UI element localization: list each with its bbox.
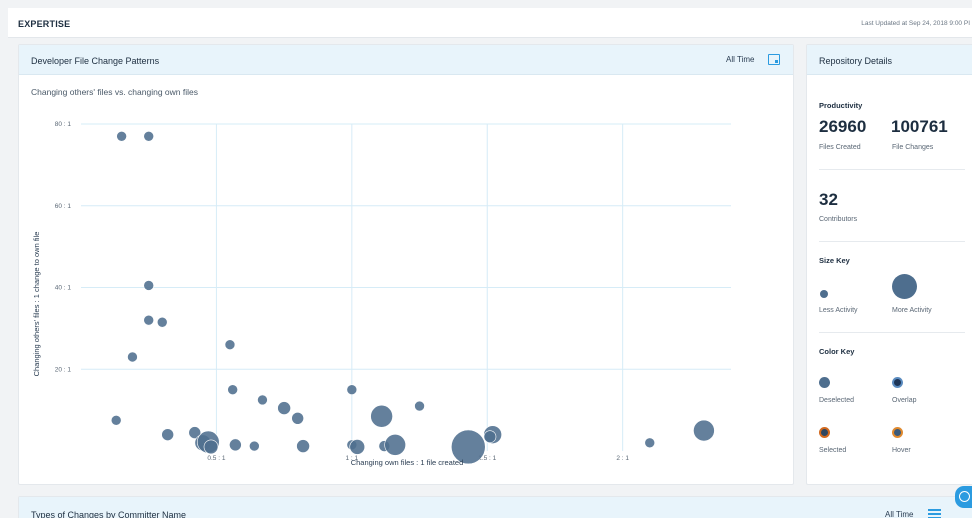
files-created-label: Files Created: [819, 144, 861, 151]
developer-bubble[interactable]: [110, 415, 122, 426]
more-activity-label: More Activity: [892, 307, 932, 314]
chart-time-range[interactable]: All Time: [726, 55, 755, 64]
developer-bubble[interactable]: [414, 400, 425, 412]
size-key-heading: Size Key: [819, 256, 850, 265]
hover-dot: [892, 427, 903, 438]
developer-bubble[interactable]: [224, 339, 236, 351]
file-changes-value: 100761: [891, 117, 948, 136]
scatter-chart: 20 : 1 40 : 1 60 : 1 80 : 1 0.5 : 1 1 : 1 1.5 …: [32, 121, 731, 467]
developer-bubble[interactable]: [143, 280, 155, 291]
developer-bubble[interactable]: [370, 404, 393, 428]
details-card-header: Repository Details: [807, 45, 972, 75]
less-activity-label: Less Activity: [819, 307, 858, 314]
developer-bubble[interactable]: [483, 430, 497, 443]
deselected-dot: [819, 377, 830, 388]
developer-bubble[interactable]: [349, 439, 366, 455]
repository-details-card: Repository Details Productivity 26960 10…: [806, 44, 972, 485]
developer-bubble[interactable]: [693, 419, 715, 442]
developer-bubble[interactable]: [296, 439, 310, 453]
bottom-card-header: Types of Changes by Committer Name All T…: [19, 497, 972, 518]
overlap-label: Overlap: [892, 397, 917, 404]
details-card-title: Repository Details: [819, 56, 893, 66]
developer-bubble[interactable]: [127, 351, 138, 363]
page-title: EXPERTISE: [18, 19, 71, 29]
developer-bubble[interactable]: [116, 130, 127, 142]
y-tick-label: 60 : 1: [55, 203, 72, 210]
hover-label: Hover: [892, 447, 911, 454]
deselected-label: Deselected: [819, 397, 855, 404]
x-tick-label: 0.5 : 1: [207, 455, 225, 462]
changes-by-committer-card: Types of Changes by Committer Name All T…: [18, 496, 972, 518]
divider: [819, 169, 965, 170]
contributors-label: Contributors: [819, 216, 858, 223]
chart-card-header: Developer File Change Patterns All Time: [19, 45, 793, 75]
divider: [819, 241, 965, 242]
chart-subtitle: Changing others' files vs. changing own …: [31, 87, 198, 97]
calendar-icon[interactable]: [768, 54, 780, 65]
y-tick-label: 20 : 1: [55, 366, 72, 373]
developer-bubble[interactable]: [257, 394, 268, 406]
chart-card-title: Developer File Change Patterns: [31, 56, 160, 66]
y-axis-label: Changing others' files : 1 change to own…: [32, 232, 41, 377]
help-chat-icon[interactable]: [955, 486, 972, 508]
developer-bubble[interactable]: [227, 384, 238, 395]
developer-bubble[interactable]: [277, 401, 291, 415]
x-tick-label: 1 : 1: [346, 455, 359, 462]
filter-icon[interactable]: [928, 509, 941, 518]
selected-label: Selected: [819, 447, 847, 454]
productivity-heading: Productivity: [819, 101, 863, 110]
y-tick-label: 40 : 1: [55, 285, 72, 292]
files-created-value: 26960: [819, 117, 867, 136]
overlap-dot: [892, 377, 903, 388]
developer-bubble[interactable]: [156, 316, 168, 328]
x-tick-label: 2 : 1: [616, 455, 629, 462]
developer-bubble[interactable]: [188, 426, 202, 439]
x-tick-label: 1.5 : 1: [478, 455, 496, 462]
selected-dot: [819, 427, 830, 438]
color-key-heading: Color Key: [819, 347, 855, 356]
developer-bubble[interactable]: [450, 429, 486, 465]
page-header: EXPERTISE Last Updated at Sep 24, 2018 9…: [8, 8, 972, 38]
developer-bubble[interactable]: [644, 437, 656, 449]
bottom-time-range[interactable]: All Time: [885, 510, 914, 518]
developer-bubble[interactable]: [291, 411, 304, 425]
y-tick-label: 80 : 1: [55, 121, 72, 128]
developer-bubble[interactable]: [203, 439, 219, 455]
x-axis-label: Changing own files : 1 file created: [351, 458, 464, 467]
more-activity-dot: [892, 274, 917, 299]
developer-bubble[interactable]: [143, 130, 155, 142]
last-updated-text: Last Updated at Sep 24, 2018 9:00 PI: [861, 20, 970, 27]
bottom-card-title: Types of Changes by Committer Name: [31, 510, 187, 518]
developer-bubble[interactable]: [249, 440, 260, 452]
developer-bubble[interactable]: [161, 428, 174, 441]
divider: [819, 332, 965, 333]
contributors-value: 32: [819, 190, 838, 209]
file-changes-label: File Changes: [892, 144, 934, 151]
developer-bubble[interactable]: [384, 434, 406, 456]
developer-bubble[interactable]: [229, 438, 242, 452]
developer-bubble[interactable]: [143, 314, 155, 326]
developer-bubble[interactable]: [346, 384, 358, 395]
less-activity-dot: [820, 290, 828, 298]
file-change-patterns-card: Developer File Change Patterns All Time …: [18, 44, 794, 485]
